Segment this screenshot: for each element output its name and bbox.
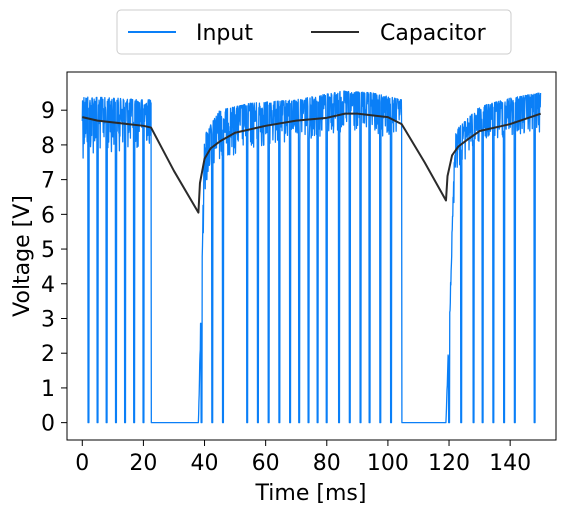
- x-tick-label: 40: [191, 451, 219, 476]
- x-tick-label: 80: [313, 451, 341, 476]
- y-tick-label: 6: [41, 203, 55, 228]
- x-tick-label: 100: [367, 451, 409, 476]
- y-tick-label: 2: [41, 342, 55, 367]
- y-tick-label: 0: [41, 412, 55, 437]
- legend: Input Capacitor: [116, 9, 512, 55]
- x-tick-label: 20: [129, 451, 157, 476]
- y-tick-label: 9: [41, 99, 55, 124]
- x-tick-label: 120: [428, 451, 470, 476]
- x-tick-label: 60: [252, 451, 280, 476]
- legend-label-input: Input: [196, 21, 253, 46]
- y-tick-label: 8: [41, 134, 55, 159]
- x-axis: 0 20 40 60 80 100 120 140: [75, 440, 531, 476]
- y-tick-label: 7: [41, 169, 55, 194]
- x-tick-label: 140: [489, 451, 531, 476]
- y-tick-label: 1: [41, 377, 55, 402]
- plot-area: 0 20 40 60 80 100 120 140 0 1 2 3 4 5 6 7 8 9: [41, 71, 557, 476]
- plot-frame: [66, 71, 557, 441]
- y-axis-label: Voltage [V]: [10, 195, 35, 317]
- y-tick-label: 3: [41, 307, 55, 332]
- y-tick-label: 4: [41, 273, 55, 298]
- x-tick-label: 0: [75, 451, 89, 476]
- y-axis: 0 1 2 3 4 5 6 7 8 9: [41, 99, 67, 437]
- y-tick-label: 5: [41, 238, 55, 263]
- x-axis-label: Time [ms]: [255, 481, 367, 506]
- series-capacitor-line: [82, 112, 542, 214]
- series-input-line: [81, 90, 542, 424]
- legend-label-capacitor: Capacitor: [380, 21, 487, 46]
